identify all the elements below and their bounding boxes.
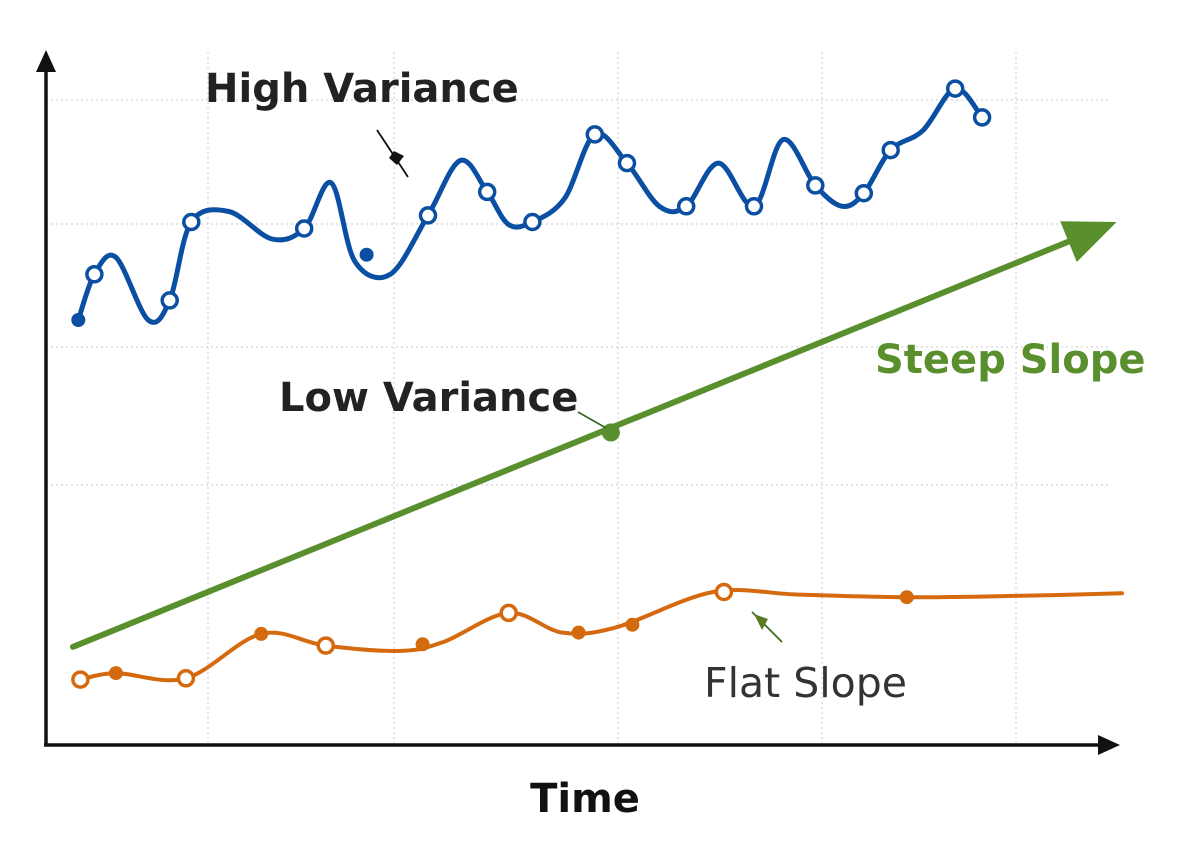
series-high-point-13 <box>806 176 825 195</box>
series-high-point-14 <box>854 183 874 203</box>
series-high-line <box>75 86 985 325</box>
series-flat-point-1 <box>108 666 123 681</box>
x-axis-arrow <box>1098 735 1120 755</box>
low-variance-leader <box>577 411 607 429</box>
series-high-point-10 <box>617 153 637 173</box>
high-variance-label: High Variance <box>205 66 519 112</box>
annotations: High Variance Low Variance Steep Slope F… <box>205 66 1146 822</box>
series-high-point-5 <box>359 247 374 262</box>
series-high-point-16 <box>945 79 965 98</box>
series-flat-point-10 <box>899 590 914 605</box>
series-high-point-4 <box>294 219 314 238</box>
series-flat-point-8 <box>625 617 640 632</box>
series-high-point-6 <box>418 206 438 225</box>
grid-lines <box>46 52 1110 745</box>
series-high-point-15 <box>881 140 900 160</box>
x-axis-title: Time <box>530 776 640 822</box>
series-high-point-0 <box>71 313 86 327</box>
series-steep-line <box>69 237 1076 650</box>
series-high-point-9 <box>585 125 605 144</box>
series-high-point-12 <box>744 197 764 216</box>
high-variance-marker <box>389 151 404 165</box>
series-high-point-17 <box>972 108 992 127</box>
series-high-point-1 <box>85 265 104 284</box>
series-flat-point-2 <box>176 669 196 688</box>
series-flat <box>71 582 1124 689</box>
series-flat-point-0 <box>71 670 90 689</box>
series-flat-point-4 <box>316 636 336 655</box>
low-variance-label: Low Variance <box>279 375 578 421</box>
series-flat-point-7 <box>571 625 586 640</box>
series-high <box>71 79 992 327</box>
series-flat-point-6 <box>499 603 518 623</box>
y-axis-arrow <box>36 50 56 72</box>
series-high-point-8 <box>523 212 542 232</box>
series-high-point-2 <box>160 291 179 310</box>
steep-slope-label: Steep Slope <box>875 337 1146 383</box>
flat-slope-label: Flat Slope <box>704 659 907 707</box>
series-high-point-3 <box>182 212 201 232</box>
series-high-point-11 <box>676 197 696 216</box>
axes <box>36 50 1120 755</box>
series-steep <box>69 221 1117 650</box>
series-flat-point-9 <box>714 582 734 602</box>
series-flat-line <box>78 588 1124 683</box>
series-steep-point-0 <box>601 423 620 442</box>
flat-slope-marker <box>754 614 768 630</box>
series-flat-point-5 <box>415 637 430 652</box>
series-layer <box>69 79 1124 689</box>
series-steep-arrowhead <box>1060 221 1117 262</box>
series-flat-point-3 <box>254 626 269 641</box>
series-high-point-7 <box>477 182 497 202</box>
